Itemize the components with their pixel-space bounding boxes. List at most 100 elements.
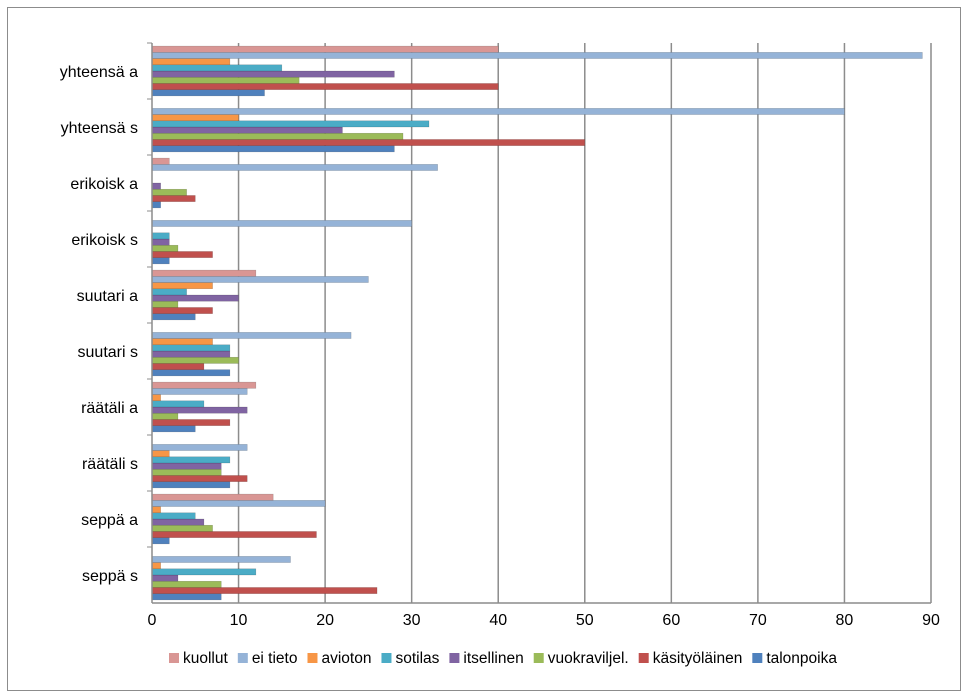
bar-kuollut-räätäli-a <box>151 381 257 389</box>
legend-item: ei tieto <box>237 650 298 667</box>
bar-sotilas-seppä-a <box>151 512 196 520</box>
bar-vuokraviljel--yhteensä-a <box>151 76 300 84</box>
bar-talonpoika-seppä-a <box>151 537 170 545</box>
bar-sotilas-erikoisk-s <box>151 232 170 240</box>
bar-ei-tieto-räätäli-s <box>151 444 248 451</box>
legend-label: kuollut <box>183 650 228 667</box>
category-label: räätäli a <box>81 400 138 417</box>
x-tick-label: 0 <box>148 612 157 629</box>
bar-avioton-suutari-s <box>151 338 213 346</box>
bar-itsellinen-yhteensä-s <box>151 126 343 134</box>
x-tick-label: 70 <box>749 612 767 629</box>
bar-ei-tieto-erikoisk-a <box>151 164 438 171</box>
bar-käsityöläinen-seppä-s <box>151 587 378 594</box>
category-label: seppä a <box>81 512 138 529</box>
bar-itsellinen-erikoisk-s <box>151 238 170 246</box>
bar-käsityöläinen-suutari-a <box>151 307 213 314</box>
legend-swatch <box>381 653 392 663</box>
bars <box>151 45 923 601</box>
legend-label: talonpoika <box>766 650 837 667</box>
bar-ei-tieto-yhteensä-s <box>151 108 845 115</box>
legend-swatch <box>449 653 460 663</box>
category-label: räätäli s <box>82 456 138 473</box>
legend-label: ei tieto <box>252 650 298 667</box>
category-label: suutari a <box>77 288 138 305</box>
bar-vuokraviljel--räätäli-s <box>151 468 222 476</box>
bar-ei-tieto-erikoisk-s <box>151 220 412 227</box>
x-tick-label: 60 <box>662 612 680 629</box>
legend-label: avioton <box>321 650 371 667</box>
category-label: seppä s <box>82 568 138 585</box>
bar-itsellinen-yhteensä-a <box>151 70 395 78</box>
bar-sotilas-räätäli-a <box>151 400 205 408</box>
bar-avioton-yhteensä-s <box>151 114 239 122</box>
bar-ei-tieto-yhteensä-a <box>151 52 923 59</box>
bar-käsityöläinen-suutari-s <box>151 363 205 370</box>
legend-swatch <box>533 653 544 663</box>
category-label: erikoisk a <box>70 176 138 193</box>
bar-ei-tieto-seppä-a <box>151 500 326 507</box>
legend-swatch <box>752 653 763 663</box>
bar-talonpoika-suutari-a <box>151 313 196 321</box>
bar-käsityöläinen-erikoisk-a <box>151 195 196 202</box>
bar-talonpoika-erikoisk-s <box>151 257 170 265</box>
bar-vuokraviljel--seppä-s <box>151 580 222 588</box>
legend-item: itsellinen <box>449 650 524 667</box>
x-tick-label: 30 <box>403 612 421 629</box>
x-tick-labels: 0 10 20 30 40 50 60 70 80 90 <box>148 612 940 629</box>
x-tick-label: 40 <box>489 612 507 629</box>
legend-swatch <box>307 653 318 663</box>
bar-sotilas-räätäli-s <box>151 456 231 464</box>
bar-vuokraviljel--räätäli-a <box>151 412 179 420</box>
bar-ei-tieto-seppä-s <box>151 556 291 563</box>
bar-avioton-seppä-s <box>151 562 161 570</box>
legend-label: sotilas <box>395 650 439 667</box>
bar-avioton-räätäli-s <box>151 450 170 458</box>
legend-label: itsellinen <box>463 650 523 667</box>
bar-käsityöläinen-seppä-a <box>151 531 317 538</box>
bar-kuollut-seppä-a <box>151 493 274 501</box>
bar-avioton-seppä-a <box>151 506 161 514</box>
legend-label: käsityöläinen <box>653 650 743 667</box>
bar-käsityöläinen-erikoisk-s <box>151 251 213 258</box>
category-label: erikoisk s <box>71 232 138 249</box>
bar-avioton-räätäli-a <box>151 394 161 402</box>
x-tick-label: 10 <box>230 612 248 629</box>
bar-itsellinen-räätäli-s <box>151 462 222 470</box>
bar-avioton-suutari-a <box>151 282 213 290</box>
bar-itsellinen-seppä-a <box>151 518 205 526</box>
legend-item: kuollut <box>169 650 228 667</box>
bar-talonpoika-räätäli-s <box>151 481 231 489</box>
bar-vuokraviljel--erikoisk-s <box>151 244 179 252</box>
bar-kuollut-suutari-a <box>151 269 257 277</box>
category-labels: seppä s seppä a räätäli s räätäli a suutari … <box>60 64 138 585</box>
x-tick-label: 90 <box>922 612 940 629</box>
legend-swatch <box>169 653 179 663</box>
bar-ei-tieto-suutari-s <box>151 332 352 339</box>
bar-vuokraviljel--yhteensä-s <box>151 132 404 140</box>
legend-label: vuokraviljel. <box>548 650 629 667</box>
bar-talonpoika-seppä-s <box>151 593 222 601</box>
legend-swatch <box>237 653 248 663</box>
legend-item: käsityöläinen <box>638 650 743 667</box>
bar-sotilas-suutari-a <box>151 288 187 296</box>
bar-sotilas-yhteensä-a <box>151 64 283 72</box>
bar-vuokraviljel--erikoisk-a <box>151 188 187 196</box>
x-tick-label: 80 <box>836 612 854 629</box>
bar-itsellinen-räätäli-a <box>151 406 248 414</box>
bar-talonpoika-räätäli-a <box>151 425 196 433</box>
legend-swatch <box>638 653 649 663</box>
bar-itsellinen-suutari-s <box>151 350 231 358</box>
bar-vuokraviljel--suutari-s <box>151 356 239 364</box>
bar-itsellinen-seppä-s <box>151 574 179 582</box>
bar-sotilas-seppä-s <box>151 568 257 576</box>
legend: kuollut ei tieto avioton sotilas itsellinen v… <box>169 650 837 667</box>
bar-itsellinen-suutari-a <box>151 294 239 302</box>
bar-kuollut-yhteensä-a <box>151 45 499 53</box>
legend-item: talonpoika <box>752 650 837 667</box>
bar-ei-tieto-räätäli-a <box>151 388 248 395</box>
bar-vuokraviljel--seppä-a <box>151 524 213 532</box>
legend-item: vuokraviljel. <box>533 650 629 667</box>
bar-itsellinen-erikoisk-a <box>151 182 161 190</box>
bar-vuokraviljel--suutari-a <box>151 300 179 308</box>
